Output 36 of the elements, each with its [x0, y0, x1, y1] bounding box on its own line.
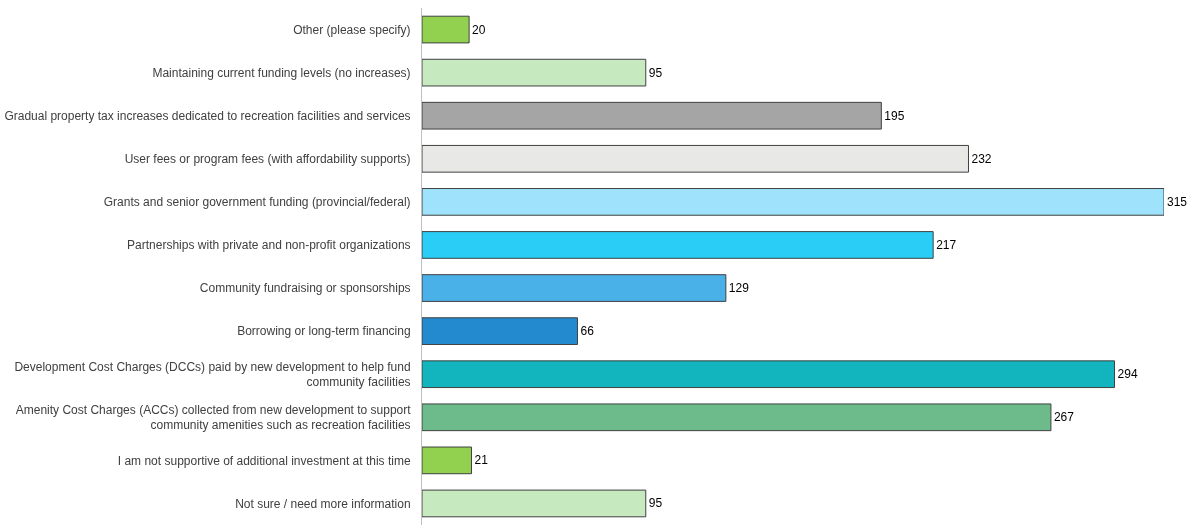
- bar: [422, 489, 647, 518]
- y-tick-label: Borrowing or long-term financing: [237, 324, 411, 339]
- y-tick-label: Grants and senior government funding (provincial/federal): [103, 195, 411, 210]
- data-label: 21: [474, 453, 489, 468]
- data-label: 195: [884, 108, 905, 123]
- data-label: 95: [648, 65, 663, 80]
- data-label: 294: [1117, 367, 1138, 382]
- y-tick-label: Not sure / need more information: [235, 496, 411, 511]
- bar: [422, 144, 969, 173]
- bar: [422, 403, 1052, 432]
- bar: [422, 188, 1164, 216]
- bar: [422, 274, 727, 302]
- data-label: 315: [1167, 194, 1188, 209]
- bar: [422, 360, 1116, 389]
- bar: [422, 101, 882, 130]
- data-label: 95: [648, 496, 663, 511]
- bar: [422, 317, 578, 345]
- data-label: 267: [1053, 410, 1075, 425]
- y-tick-label: User fees or program fees (with affordability supports): [124, 151, 411, 166]
- y-tick-label: Partnerships with private and non-profit organizations: [127, 238, 411, 253]
- y-tick-label: Maintaining current funding levels (no increases): [152, 65, 411, 80]
- data-label: 66: [580, 324, 595, 339]
- y-tick-label: Development Cost Charges (DCCs) paid by new development to help fund community facilities: [14, 359, 411, 390]
- data-label: 129: [728, 281, 750, 296]
- data-label: 20: [472, 22, 486, 37]
- y-tick-label: Community fundraising or sponsorships: [199, 281, 411, 296]
- data-label: 217: [936, 237, 957, 252]
- bar: [422, 58, 647, 87]
- y-tick-label: I am not supportive of additional investment at this time: [117, 453, 411, 468]
- y-tick-label: Other (please specify): [293, 22, 411, 37]
- y-tick-label: Amenity Cost Charges (ACCs) collected from new development to support community amenities such as recreation facilities: [15, 402, 412, 433]
- bar: [422, 231, 934, 259]
- data-label: 232: [971, 151, 992, 166]
- bar: [422, 15, 470, 44]
- y-tick-label: Gradual property tax increases dedicated to recreation facilities and services: [4, 108, 411, 123]
- bar: [422, 446, 472, 475]
